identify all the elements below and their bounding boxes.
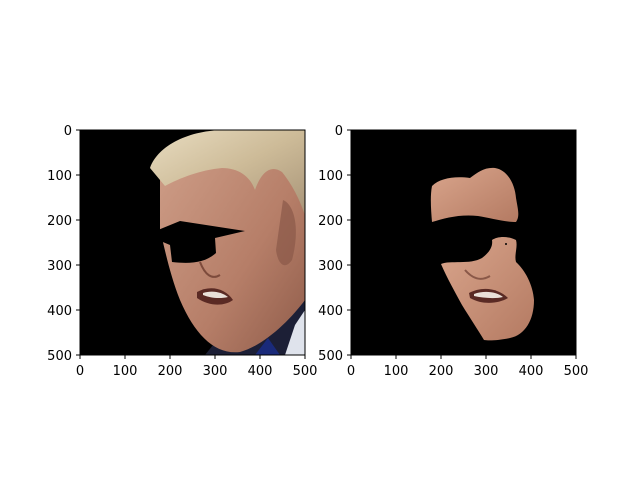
left-y-tick-label: 100 xyxy=(47,169,72,184)
forehead-skin-region xyxy=(430,167,519,222)
left-image-panel xyxy=(79,129,306,356)
left-x-tick-label: 500 xyxy=(293,364,318,379)
left-y-axis: 0 100 200 300 400 500 xyxy=(47,124,80,364)
left-y-tick-label: 200 xyxy=(47,214,72,229)
right-y-tick-label: 100 xyxy=(318,169,343,184)
left-y-tick-label: 400 xyxy=(47,304,72,319)
right-image-panel xyxy=(350,129,577,356)
right-y-axis: 0 100 200 300 400 500 xyxy=(318,124,351,364)
left-x-tick-label: 400 xyxy=(248,364,273,379)
lower-face-skin-region xyxy=(441,237,534,341)
right-y-tick-label: 500 xyxy=(318,349,343,364)
right-axes-frame xyxy=(350,129,577,356)
right-x-tick-label: 300 xyxy=(474,364,499,379)
right-y-tick-label: 200 xyxy=(318,214,343,229)
left-face-image xyxy=(80,130,305,355)
left-x-axis: 0 100 200 300 400 500 xyxy=(76,355,318,379)
left-x-tick-label: 300 xyxy=(203,364,228,379)
right-y-tick-label: 300 xyxy=(318,259,343,274)
left-axes-frame xyxy=(79,129,306,356)
right-x-axis: 0 100 200 300 400 500 xyxy=(347,355,589,379)
left-y-tick-label: 300 xyxy=(47,259,72,274)
right-y-tick-label: 400 xyxy=(318,304,343,319)
right-x-tick-label: 0 xyxy=(347,364,355,379)
left-y-tick-label: 0 xyxy=(64,124,72,139)
right-x-tick-label: 100 xyxy=(384,364,409,379)
left-x-tick-label: 200 xyxy=(158,364,183,379)
left-y-tick-label: 500 xyxy=(47,349,72,364)
left-x-tick-label: 0 xyxy=(76,364,84,379)
right-segmentation-image xyxy=(351,130,576,355)
right-x-tick-label: 400 xyxy=(519,364,544,379)
right-y-tick-label: 0 xyxy=(335,124,343,139)
right-x-tick-label: 500 xyxy=(564,364,589,379)
right-x-tick-label: 200 xyxy=(429,364,454,379)
left-x-tick-label: 100 xyxy=(113,364,138,379)
